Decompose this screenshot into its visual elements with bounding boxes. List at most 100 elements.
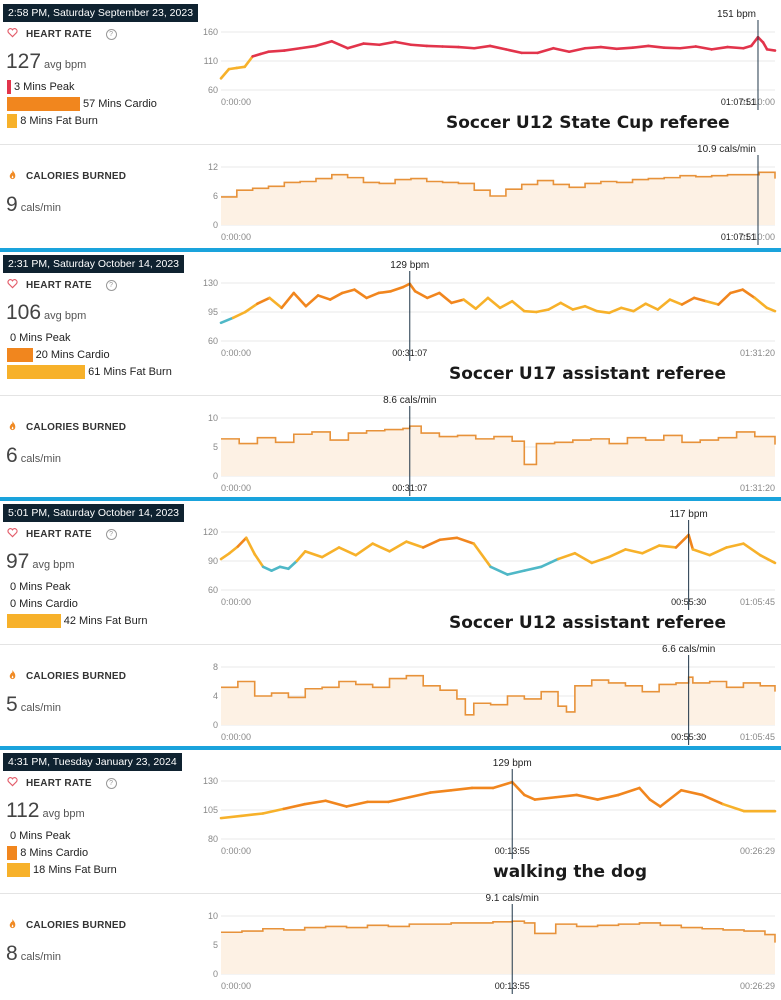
heart-rate-segment [261, 807, 286, 815]
heart-rate-segment [287, 559, 299, 571]
heart-rate-segment [228, 545, 240, 555]
session-timestamp: 2:31 PM, Saturday October 14, 2023 [3, 255, 185, 273]
heart-rate-chart: 60 95 130 0:00:00 01:31:20 129 bpm 00:31:07 [203, 260, 777, 361]
heart-rate-segment [741, 288, 757, 300]
y-tick-label: 5 [213, 442, 218, 452]
heart-rate-segment [244, 536, 257, 556]
x-tick-start: 0:00:00 [221, 97, 251, 107]
heart-rate-segment [314, 39, 334, 48]
cals-number: 8 [6, 942, 18, 965]
heart-rate-segment [510, 780, 526, 797]
heart-rate-header: HEART RATE? [7, 776, 117, 790]
heart-rate-segment [648, 798, 662, 808]
heart-rate-segment [704, 299, 720, 306]
heart-rate-header: HEART RATE? [7, 27, 117, 41]
y-tick-label: 0 [213, 471, 218, 481]
calories-chart: 0 4 8 0:00:00 01:05:45 6.6 cals/min 00:55:30 [213, 644, 776, 745]
heart-rate-segment [552, 46, 571, 54]
heart-rate-segment [753, 296, 769, 310]
heart-icon [7, 278, 18, 292]
zone-label: 0 Mins Cardio [10, 598, 78, 610]
heart-rate-segment [662, 46, 682, 50]
x-tick-start: 0:00:00 [221, 732, 251, 742]
heart-rate-segment [316, 294, 332, 301]
session-divider [0, 746, 781, 750]
heart-rate-segment [303, 799, 327, 806]
help-icon[interactable]: ? [105, 777, 117, 789]
calories-area [221, 172, 775, 225]
cals-unit: cals/min [20, 702, 62, 714]
calories-line [221, 171, 776, 198]
heart-rate-segment [620, 306, 635, 313]
y-tick-label: 90 [208, 556, 218, 566]
y-tick-label: 160 [203, 27, 218, 37]
help-icon[interactable]: ? [105, 28, 117, 40]
y-tick-label: 0 [213, 720, 218, 730]
heart-rate-segment [726, 45, 745, 50]
heart-rate-segment [583, 304, 599, 313]
help-icon[interactable]: ? [105, 279, 117, 291]
calories-chart: 0 6 12 0:00:00 01:10:00 10.9 cals/min 01:07:51 [208, 144, 776, 245]
zone-row: 0 Mins Peak [7, 331, 71, 345]
marker-time-label: 01:07:51 [721, 97, 756, 107]
help-icon[interactable]: ? [105, 528, 117, 540]
flame-icon [7, 918, 18, 932]
heart-rate-segment [283, 46, 302, 52]
zone-label: 18 Mins Fat Burn [33, 864, 117, 876]
panel-separator [0, 644, 781, 645]
heart-rate-segment [668, 298, 684, 306]
y-tick-label: 6 [213, 191, 218, 201]
zone-label: 0 Mins Peak [10, 830, 71, 842]
y-tick-label: 110 [204, 56, 218, 66]
heart-rate-segment [607, 306, 623, 315]
calories-header: CALORIES BURNED [7, 169, 126, 183]
heart-rate-segment [725, 542, 745, 549]
calories-chart: 0 5 10 0:00:00 01:31:20 8.6 cals/min 00:31:07 [208, 395, 776, 496]
heart-rate-segment [647, 44, 666, 49]
heart-rate-segment [590, 555, 610, 565]
calories-header: CALORIES BURNED [7, 669, 126, 683]
heart-rate-segment [533, 795, 558, 801]
y-tick-label: 95 [208, 307, 218, 317]
avg-bpm-value: 106 avg bpm [6, 301, 86, 325]
heart-rate-segment [510, 299, 526, 313]
heart-rate-segment [253, 552, 265, 569]
heart-rate-segment [678, 45, 698, 50]
heart-rate-segment [708, 546, 728, 557]
cals-value: 9 cals/min [6, 193, 61, 217]
heart-rate-segment [219, 316, 235, 325]
calories-area [221, 921, 775, 974]
session-panel: 4:31 PM, Tuesday January 23, 2024 HEART R… [0, 749, 781, 1000]
y-tick-label: 130 [203, 776, 218, 786]
heart-rate-segment [547, 301, 562, 311]
heart-rate-segment [346, 42, 365, 50]
heart-rate-segment [330, 39, 349, 50]
heart-rate-segment [571, 304, 587, 311]
heart-rate-segment [341, 288, 356, 295]
heart-rate-segment [365, 291, 381, 300]
heart-rate-segment [280, 291, 296, 310]
heart-rate-segment [268, 296, 283, 310]
marker-value-label: 10.9 cals/min [697, 144, 756, 155]
marker-value-label: 9.1 cals/min [486, 893, 539, 904]
cals-value: 6 cals/min [6, 444, 61, 468]
cals-number: 9 [6, 193, 18, 216]
panel-separator [0, 893, 781, 894]
heart-rate-segment [498, 299, 514, 310]
zone-label: 8 Mins Fat Burn [20, 115, 98, 127]
avg-bpm-number: 97 [6, 550, 30, 573]
y-tick-label: 0 [213, 969, 218, 979]
heart-rate-segment [240, 812, 265, 818]
heart-rate-segment [256, 296, 271, 306]
heart-rate-segment [425, 291, 441, 300]
calories-label: CALORIES BURNED [26, 170, 127, 182]
heart-rate-segment [303, 550, 324, 559]
heart-rate-segment [573, 551, 594, 565]
y-tick-label: 80 [208, 834, 218, 844]
session-caption: Soccer U17 assistant referee [449, 364, 726, 384]
heart-rate-segment [345, 800, 369, 808]
heart-rate-segment [438, 291, 453, 305]
heart-rate-segment [742, 44, 753, 50]
heart-rate-segment [523, 565, 543, 572]
zone-label: 42 Mins Fat Burn [63, 615, 148, 627]
